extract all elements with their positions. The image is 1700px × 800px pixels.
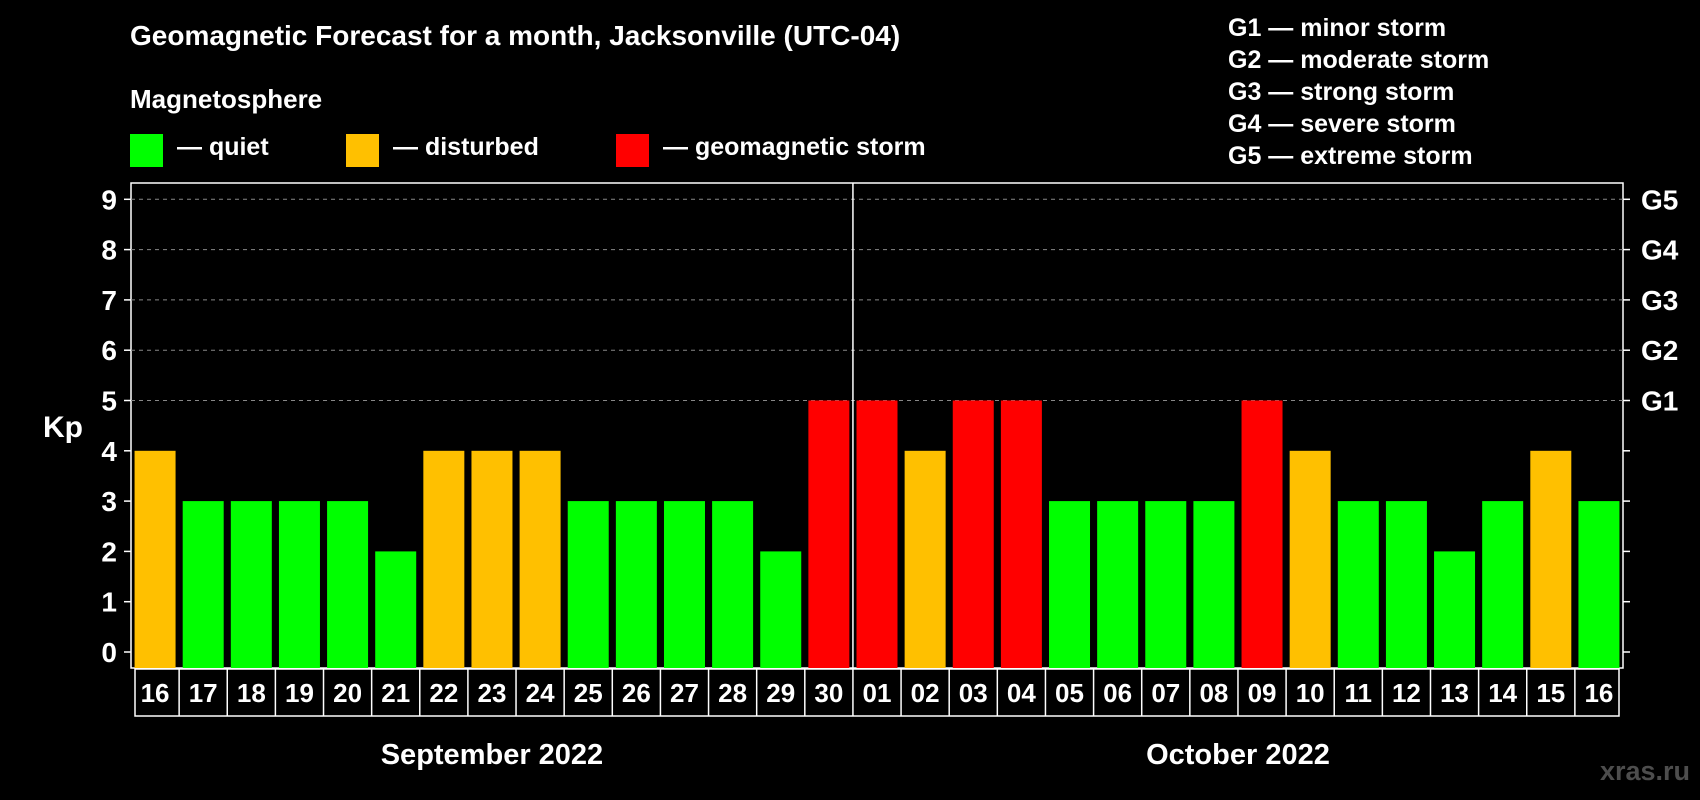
bar-22 xyxy=(1145,501,1187,668)
legend-heading: Magnetosphere xyxy=(130,84,323,114)
bar-9 xyxy=(519,450,561,668)
y-tick-label-2: 2 xyxy=(101,536,117,567)
bar-31 xyxy=(1578,501,1620,668)
date-label-9: 24 xyxy=(526,678,555,708)
date-label-22: 07 xyxy=(1151,678,1180,708)
y-tick-label-0: 0 xyxy=(101,637,117,668)
bar-8 xyxy=(471,450,513,668)
legend-label-quiet: — quiet xyxy=(177,133,269,161)
chart-title: Geomagnetic Forecast for a month, Jackso… xyxy=(130,20,901,51)
storm-scale-g1: G1 — minor storm xyxy=(1228,14,1447,42)
storm-scale-legend: G1 — minor storm G2 — moderate storm G3 … xyxy=(1228,12,1489,172)
bar-23 xyxy=(1193,501,1235,668)
right-tick-label-G5: G5 xyxy=(1641,184,1678,215)
date-label-30: 15 xyxy=(1536,678,1565,708)
date-label-18: 03 xyxy=(959,678,988,708)
storm-scale-g3: G3 — strong storm xyxy=(1228,78,1455,106)
bar-19 xyxy=(1000,400,1042,668)
date-label-11: 26 xyxy=(622,678,651,708)
bar-21 xyxy=(1097,501,1139,668)
bar-28 xyxy=(1434,551,1476,668)
bar-30 xyxy=(1530,450,1572,668)
date-label-21: 06 xyxy=(1103,678,1132,708)
date-label-25: 10 xyxy=(1296,678,1325,708)
date-label-6: 21 xyxy=(381,678,410,708)
date-label-16: 01 xyxy=(863,678,892,708)
y-tick-label-7: 7 xyxy=(101,285,117,316)
date-label-31: 16 xyxy=(1584,678,1613,708)
date-label-20: 05 xyxy=(1055,678,1084,708)
date-label-2: 17 xyxy=(189,678,218,708)
y-tick-label-6: 6 xyxy=(101,335,117,366)
date-label-10: 25 xyxy=(574,678,603,708)
date-label-8: 23 xyxy=(478,678,507,708)
right-tick-label-G3: G3 xyxy=(1641,285,1678,316)
bar-7 xyxy=(423,450,465,668)
bar-17 xyxy=(904,450,946,668)
right-tick-label-G1: G1 xyxy=(1641,386,1678,417)
date-label-23: 08 xyxy=(1199,678,1228,708)
bar-27 xyxy=(1385,501,1427,668)
bar-29 xyxy=(1482,501,1524,668)
bar-10 xyxy=(567,501,609,668)
bar-16 xyxy=(856,400,898,668)
bar-24 xyxy=(1241,400,1283,668)
legend-label-storm: — geomagnetic storm xyxy=(663,133,926,161)
legend-swatch-quiet xyxy=(130,134,163,167)
date-label-13: 28 xyxy=(718,678,747,708)
storm-scale-g2: G2 — moderate storm xyxy=(1228,46,1490,74)
y-tick-label-5: 5 xyxy=(101,386,117,417)
date-label-4: 19 xyxy=(285,678,314,708)
bar-1 xyxy=(134,450,176,668)
date-label-24: 09 xyxy=(1248,678,1277,708)
site-watermark: xras.ru xyxy=(1599,756,1690,786)
bar-26 xyxy=(1337,501,1379,668)
bar-25 xyxy=(1289,450,1331,668)
date-label-5: 20 xyxy=(333,678,362,708)
bar-2 xyxy=(182,501,224,668)
bar-20 xyxy=(1049,501,1091,668)
date-label-7: 22 xyxy=(429,678,458,708)
date-label-12: 27 xyxy=(670,678,699,708)
legend-swatch-storm xyxy=(616,134,649,167)
bar-6 xyxy=(375,551,417,668)
date-label-28: 13 xyxy=(1440,678,1469,708)
bar-18 xyxy=(952,400,994,668)
date-label-17: 02 xyxy=(911,678,940,708)
bar-5 xyxy=(327,501,369,668)
y-tick-label-9: 9 xyxy=(101,184,117,215)
month-label-1: September 2022 xyxy=(381,739,603,771)
bar-14 xyxy=(760,551,802,668)
date-label-29: 14 xyxy=(1488,678,1517,708)
y-tick-label-1: 1 xyxy=(101,587,117,618)
date-label-14: 29 xyxy=(766,678,795,708)
date-label-1: 16 xyxy=(141,678,170,708)
date-label-15: 30 xyxy=(814,678,843,708)
bar-15 xyxy=(808,400,850,668)
date-label-19: 04 xyxy=(1007,678,1036,708)
date-label-26: 11 xyxy=(1345,678,1373,708)
bar-3 xyxy=(230,501,272,668)
y-tick-label-3: 3 xyxy=(101,486,117,517)
storm-scale-g5: G5 — extreme storm xyxy=(1228,142,1473,170)
y-tick-label-4: 4 xyxy=(101,436,117,467)
date-label-27: 12 xyxy=(1392,678,1421,708)
bar-12 xyxy=(663,501,705,668)
date-label-3: 18 xyxy=(237,678,266,708)
bar-13 xyxy=(712,501,754,668)
right-tick-label-G4: G4 xyxy=(1641,235,1679,266)
bar-11 xyxy=(615,501,657,668)
legend-label-disturbed: — disturbed xyxy=(393,133,539,161)
y-axis-label: Kp xyxy=(43,411,83,444)
storm-scale-g4: G4 — severe storm xyxy=(1228,110,1456,138)
right-tick-label-G2: G2 xyxy=(1641,335,1678,366)
month-label-2: October 2022 xyxy=(1146,739,1330,771)
bar-4 xyxy=(278,501,320,668)
legend-swatch-disturbed xyxy=(346,134,379,167)
date-row xyxy=(134,668,1620,717)
y-tick-label-8: 8 xyxy=(101,235,117,266)
